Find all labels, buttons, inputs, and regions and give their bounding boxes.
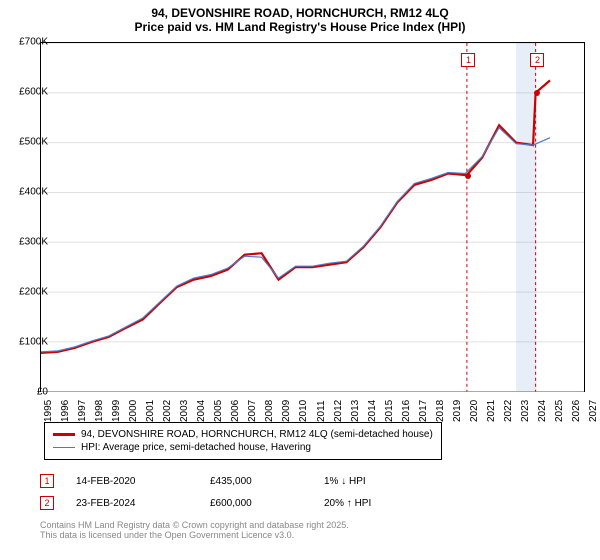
transaction-pct-vs-hpi: 1% ↓ HPI <box>324 476 464 487</box>
y-tick-label: £600K <box>19 87 48 98</box>
x-tick-label: 2010 <box>298 400 309 422</box>
y-tick-label: £0 <box>37 387 48 398</box>
transaction-date: 14-FEB-2020 <box>76 476 206 487</box>
x-tick-label: 2001 <box>145 400 156 422</box>
transaction-row: 2 23-FEB-2024 £600,000 20% ↑ HPI <box>40 492 464 514</box>
legend-swatch <box>53 433 75 435</box>
transaction-date: 23-FEB-2024 <box>76 498 206 509</box>
chart-svg <box>41 43 584 392</box>
legend-item: HPI: Average price, semi-detached house,… <box>53 442 433 453</box>
title-line-1: 94, DEVONSHIRE ROAD, HORNCHURCH, RM12 4L… <box>0 6 600 20</box>
x-tick-label: 2026 <box>571 400 582 422</box>
x-tick-label: 2005 <box>213 400 224 422</box>
x-tick-label: 2015 <box>384 400 395 422</box>
y-tick-label: £200K <box>19 287 48 298</box>
footer-attribution: Contains HM Land Registry data © Crown c… <box>40 520 349 540</box>
x-tick-label: 1995 <box>43 400 54 422</box>
footer-line-1: Contains HM Land Registry data © Crown c… <box>40 520 349 530</box>
price-point-dot <box>465 173 471 179</box>
price-point-dot <box>534 90 540 96</box>
x-tick-label: 1996 <box>60 400 71 422</box>
x-tick-label: 2020 <box>469 400 480 422</box>
x-tick-label: 2023 <box>520 400 531 422</box>
x-tick-label: 2006 <box>230 400 241 422</box>
x-tick-label: 2016 <box>401 400 412 422</box>
x-tick-label: 2007 <box>247 400 258 422</box>
x-tick-label: 2014 <box>367 400 378 422</box>
y-tick-label: £700K <box>19 37 48 48</box>
transaction-marker: 2 <box>40 496 54 510</box>
transaction-price: £600,000 <box>210 498 320 509</box>
x-tick-label: 2011 <box>316 400 327 422</box>
transaction-row: 1 14-FEB-2020 £435,000 1% ↓ HPI <box>40 470 464 492</box>
x-tick-label: 2021 <box>486 400 497 422</box>
x-tick-label: 1999 <box>111 400 122 422</box>
transaction-marker: 1 <box>40 474 54 488</box>
x-tick-label: 1997 <box>77 400 88 422</box>
legend-label: 94, DEVONSHIRE ROAD, HORNCHURCH, RM12 4L… <box>81 429 433 440</box>
x-tick-label: 2008 <box>264 400 275 422</box>
legend-item: 94, DEVONSHIRE ROAD, HORNCHURCH, RM12 4L… <box>53 429 433 440</box>
legend: 94, DEVONSHIRE ROAD, HORNCHURCH, RM12 4L… <box>44 422 442 460</box>
legend-swatch <box>53 447 75 448</box>
x-tick-label: 1998 <box>94 400 105 422</box>
transactions-table: 1 14-FEB-2020 £435,000 1% ↓ HPI 2 23-FEB-2024… <box>40 470 464 514</box>
x-tick-label: 2025 <box>554 400 565 422</box>
y-tick-label: £500K <box>19 137 48 148</box>
x-tick-label: 2017 <box>418 400 429 422</box>
y-tick-label: £100K <box>19 337 48 348</box>
x-tick-label: 2003 <box>179 400 190 422</box>
x-tick-label: 2018 <box>435 400 446 422</box>
x-tick-label: 2009 <box>281 400 292 422</box>
x-tick-label: 2013 <box>350 400 361 422</box>
x-tick-label: 2002 <box>162 400 173 422</box>
legend-label: HPI: Average price, semi-detached house,… <box>81 442 311 453</box>
title-line-2: Price paid vs. HM Land Registry's House … <box>0 20 600 34</box>
chart-title-block: 94, DEVONSHIRE ROAD, HORNCHURCH, RM12 4L… <box>0 0 600 36</box>
x-tick-label: 2022 <box>503 400 514 422</box>
x-tick-label: 2024 <box>537 400 548 422</box>
transaction-pct-vs-hpi: 20% ↑ HPI <box>324 498 464 509</box>
x-tick-label: 2012 <box>333 400 344 422</box>
x-tick-label: 2027 <box>588 400 599 422</box>
transaction-price: £435,000 <box>210 476 320 487</box>
x-tick-label: 2019 <box>452 400 463 422</box>
y-tick-label: £300K <box>19 237 48 248</box>
price-point-marker: 1 <box>461 53 475 67</box>
footer-line-2: This data is licensed under the Open Gov… <box>40 530 349 540</box>
x-tick-label: 2000 <box>128 400 139 422</box>
chart-plot-area: 12 <box>40 42 585 392</box>
price-point-marker: 2 <box>530 53 544 67</box>
x-tick-label: 2004 <box>196 400 207 422</box>
y-tick-label: £400K <box>19 187 48 198</box>
